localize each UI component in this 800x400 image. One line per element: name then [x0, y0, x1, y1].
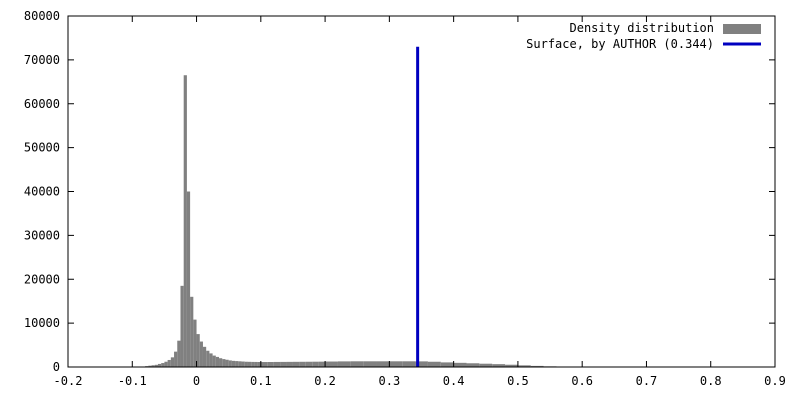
histogram-bar	[228, 360, 232, 367]
histogram-bar	[241, 361, 245, 367]
y-axis: 0 10000 20000 30000 40000 50000 60000 70000 8000…	[24, 9, 775, 374]
histogram-bar	[222, 359, 226, 367]
x-tick-label: 0.6	[571, 374, 593, 388]
x-tick-label: 0	[193, 374, 200, 388]
histogram-bar	[154, 364, 158, 367]
x-tick-label: 0.9	[764, 374, 786, 388]
histogram-bar	[337, 361, 351, 367]
histogram-bar	[350, 361, 364, 367]
y-tick-label: 70000	[24, 53, 60, 67]
histogram-bar	[427, 361, 441, 367]
histogram-bar	[318, 361, 326, 367]
x-tick-label: -0.1	[118, 374, 147, 388]
y-tick-label: 40000	[24, 185, 60, 199]
histogram-bar	[157, 363, 162, 367]
histogram-bar	[202, 346, 207, 367]
histogram-bar	[215, 356, 220, 367]
x-axis: -0.2 -0.1 0 0.1 0.2 0.3 0.4 0.5 0.6 0.7 0.8 0.9	[54, 16, 786, 388]
legend-label-surface: Surface, by AUTHOR (0.344)	[526, 37, 714, 51]
histogram-bar	[299, 361, 306, 367]
x-tick-label: 0.8	[700, 374, 722, 388]
histogram-bar	[286, 361, 293, 367]
histogram-bar	[199, 341, 203, 367]
histogram-bar	[440, 362, 454, 367]
histogram-bar	[363, 361, 377, 367]
y-tick-label: 10000	[24, 316, 60, 330]
histogram-bar	[292, 361, 300, 367]
y-tick-label: 30000	[24, 228, 60, 242]
histogram-bar	[196, 334, 200, 367]
histogram-bar	[453, 362, 467, 367]
histogram-bar	[389, 361, 403, 367]
legend-swatch-density	[723, 24, 761, 34]
legend-label-density: Density distribution	[570, 21, 715, 35]
histogram-bar	[251, 361, 255, 367]
histogram-bar	[254, 361, 258, 367]
x-tick-label: 0.7	[636, 374, 658, 388]
x-tick-label: 0.3	[379, 374, 401, 388]
y-tick-label: 60000	[24, 97, 60, 111]
histogram-bar	[164, 361, 168, 367]
histogram-bar	[206, 350, 210, 367]
histogram-bar	[244, 361, 248, 367]
histogram-bar	[267, 362, 274, 367]
histogram-bar	[219, 358, 223, 367]
histogram-bar	[183, 75, 187, 367]
histogram-bar	[180, 285, 184, 367]
y-tick-label: 50000	[24, 141, 60, 155]
histogram-bar	[170, 357, 175, 367]
histogram-bar	[260, 362, 268, 367]
histogram-bar	[235, 361, 239, 367]
histogram-bar	[174, 351, 178, 367]
histogram-bar	[238, 361, 242, 367]
histogram-bar	[212, 355, 216, 367]
histogram-bar	[505, 364, 518, 367]
histogram-bar	[177, 340, 181, 367]
histogram-bar	[325, 361, 338, 367]
histogram-bar	[305, 361, 313, 367]
histogram-bar	[193, 319, 197, 367]
histogram-bar	[273, 361, 281, 367]
histogram-bar	[231, 360, 236, 367]
histogram-bar	[402, 361, 416, 367]
histogram-bar	[517, 365, 531, 367]
histogram-bar	[492, 364, 506, 367]
histogram-bar	[257, 362, 261, 367]
y-tick-label: 20000	[24, 272, 60, 286]
histogram-bar	[161, 363, 165, 367]
histogram-bar	[151, 365, 155, 367]
histogram-bar	[190, 296, 194, 367]
histogram-bar	[466, 363, 480, 367]
histogram-bar	[312, 361, 319, 367]
x-tick-label: -0.2	[54, 374, 83, 388]
histogram-bars	[145, 75, 583, 367]
x-tick-label: 0.1	[250, 374, 272, 388]
x-tick-label: 0.5	[507, 374, 529, 388]
legend: Density distribution Surface, by AUTHOR …	[526, 21, 761, 51]
histogram-bar	[225, 359, 229, 367]
histogram-bar	[280, 361, 287, 367]
x-tick-label: 0.4	[443, 374, 465, 388]
histogram-bar	[530, 365, 544, 367]
histogram-bar	[186, 191, 191, 367]
histogram-bar	[148, 365, 152, 367]
histogram-bar	[247, 361, 252, 367]
histogram-bar	[415, 361, 428, 367]
histogram-bar	[479, 363, 493, 367]
y-tick-label: 80000	[24, 9, 60, 23]
y-tick-label: 0	[53, 360, 60, 374]
histogram-bar	[167, 359, 171, 367]
histogram-bar	[376, 361, 390, 367]
histogram-bar	[209, 353, 213, 367]
x-tick-label: 0.2	[314, 374, 336, 388]
